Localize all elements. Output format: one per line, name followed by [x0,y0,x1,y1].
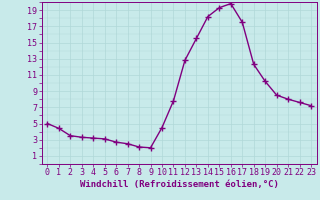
X-axis label: Windchill (Refroidissement éolien,°C): Windchill (Refroidissement éolien,°C) [80,180,279,189]
